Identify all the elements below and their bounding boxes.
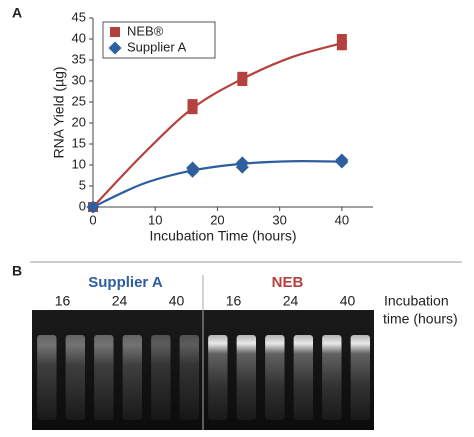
y-tick-label: 35 xyxy=(72,51,86,66)
gel-lane xyxy=(208,335,228,420)
group-label: NEB xyxy=(272,274,304,291)
lane-axis-label: time (hours) xyxy=(383,311,458,327)
gel-lane xyxy=(293,335,314,420)
lane-label: 16 xyxy=(226,293,242,309)
y-tick-label: 40 xyxy=(72,30,86,45)
legend-box xyxy=(102,21,216,59)
fit-curve xyxy=(92,160,342,208)
lane-label: 16 xyxy=(55,293,71,309)
marker xyxy=(237,71,248,82)
x-tick-label: 40 xyxy=(335,212,349,227)
panel-label: B xyxy=(12,263,22,279)
marker xyxy=(86,200,100,214)
gel-lane xyxy=(151,335,171,420)
lane-label: 40 xyxy=(169,293,185,309)
panel-label: A xyxy=(12,5,22,21)
x-tick-label: 10 xyxy=(148,212,162,227)
marker xyxy=(186,161,200,175)
marker xyxy=(335,153,349,167)
gel-lane xyxy=(322,335,342,420)
gel-lane xyxy=(236,335,257,420)
y-tick-label: 0 xyxy=(79,198,86,213)
x-axis-label: Incubation Time (hours) xyxy=(149,228,296,244)
lane-label: 40 xyxy=(340,293,356,309)
legend-label: Supplier A xyxy=(127,39,187,54)
legend-marker xyxy=(108,41,122,55)
marker xyxy=(235,156,249,170)
y-axis-label: RNA Yield (µg) xyxy=(51,66,67,158)
legend-label: NEB® xyxy=(127,23,164,38)
y-tick-label: 20 xyxy=(72,114,86,129)
marker xyxy=(336,34,347,44)
group-label: Supplier A xyxy=(88,274,163,291)
lane-axis-label: Incubation xyxy=(384,293,449,309)
fit-curve xyxy=(92,42,343,208)
gel-lane xyxy=(94,335,114,420)
gel-lane xyxy=(350,335,371,420)
lane-label: 24 xyxy=(112,293,128,309)
marker xyxy=(336,40,347,51)
gel-lane xyxy=(37,335,57,420)
legend-marker xyxy=(110,27,120,37)
y-tick-label: 15 xyxy=(72,135,86,150)
gel-lane xyxy=(265,335,285,420)
y-tick-label: 10 xyxy=(72,156,86,171)
y-tick-label: 30 xyxy=(72,72,86,87)
gel-lane xyxy=(179,335,200,420)
x-tick-label: 30 xyxy=(272,212,286,227)
marker xyxy=(187,99,198,110)
y-tick-label: 25 xyxy=(72,93,86,108)
y-tick-label: 5 xyxy=(79,177,86,192)
gel-lane xyxy=(65,335,86,420)
lane-label: 24 xyxy=(283,293,299,309)
x-tick-label: 0 xyxy=(89,212,96,227)
x-tick-label: 20 xyxy=(210,212,224,227)
marker xyxy=(187,104,198,115)
gel-lane xyxy=(122,335,143,420)
y-tick-label: 45 xyxy=(72,9,86,24)
